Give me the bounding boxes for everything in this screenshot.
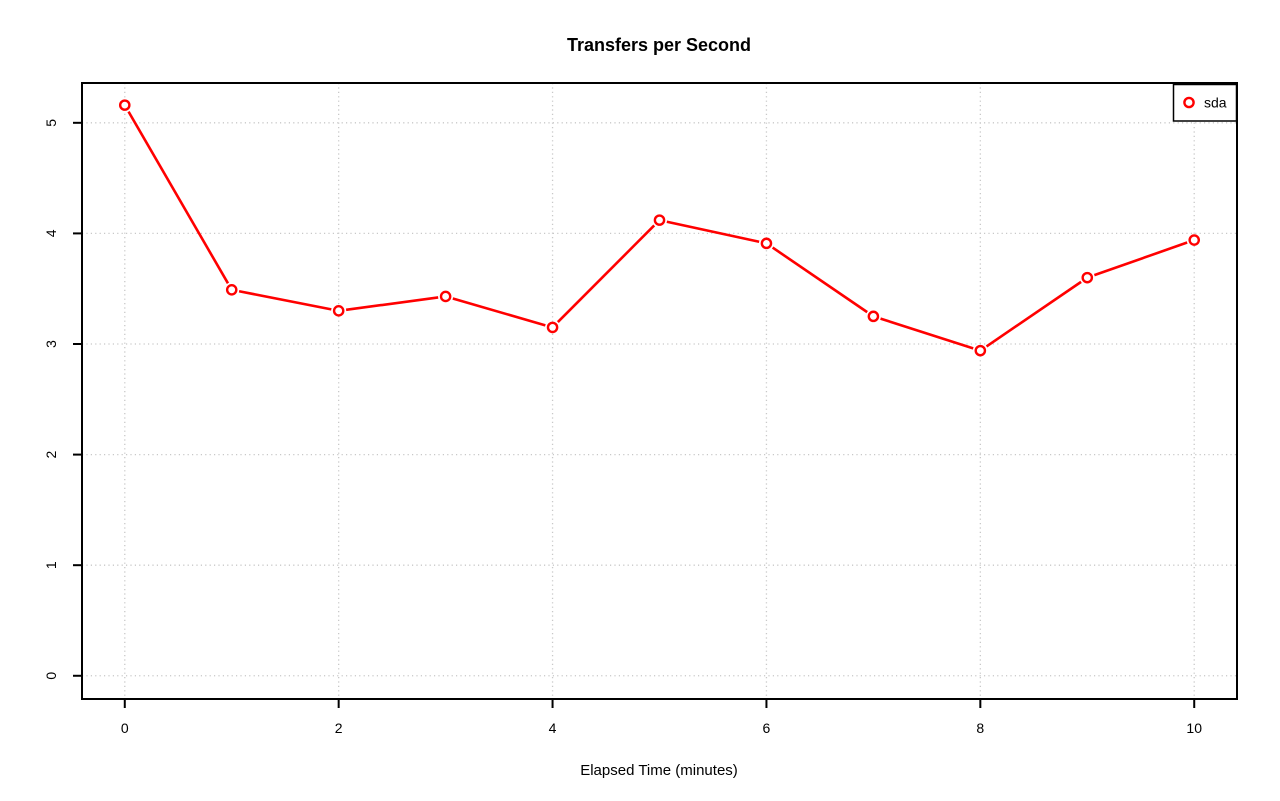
x-axis-tick-label: 10 bbox=[1186, 720, 1202, 736]
legend-marker-icon bbox=[1183, 96, 1195, 109]
data-point-marker bbox=[225, 284, 238, 296]
chart-title: Transfers per Second bbox=[567, 35, 751, 55]
data-point-marker bbox=[1081, 271, 1094, 284]
data-point-marker bbox=[332, 305, 345, 317]
axis-layer: 0 2 4 6 8 10 0 1 2 3 4 5 bbox=[43, 82, 1238, 736]
x-axis-tick-label: 2 bbox=[335, 720, 343, 736]
y-axis-tick-label: 1 bbox=[43, 561, 59, 569]
data-point-marker bbox=[1188, 234, 1201, 246]
series-line-segment bbox=[127, 110, 230, 284]
plot-border bbox=[81, 82, 1238, 700]
series-line-segment bbox=[556, 224, 656, 324]
x-axis-tick-label: 6 bbox=[763, 720, 771, 736]
y-axis-tick-label: 5 bbox=[43, 119, 59, 127]
series-line-segment bbox=[452, 297, 546, 327]
x-axis-tick-label: 0 bbox=[121, 720, 129, 736]
legend: sda bbox=[1172, 83, 1238, 122]
y-axis-tick-label: 0 bbox=[43, 672, 59, 680]
y-axis-tick-label: 4 bbox=[43, 229, 59, 237]
data-point-marker bbox=[653, 214, 666, 226]
y-axis-tick-label: 2 bbox=[43, 450, 59, 458]
x-axis-title: Elapsed Time (minutes) bbox=[580, 762, 738, 779]
x-axis-tick-label: 4 bbox=[549, 720, 557, 736]
series-layer bbox=[118, 99, 1201, 357]
x-axis-tick-label: 8 bbox=[976, 720, 984, 736]
series-line-segment bbox=[238, 289, 332, 311]
series-line-segment bbox=[985, 280, 1082, 348]
series-line-segment bbox=[345, 296, 439, 312]
data-point-marker bbox=[439, 290, 452, 303]
series-line-segment bbox=[1093, 241, 1188, 277]
series-line-segment bbox=[666, 220, 760, 244]
data-point-marker bbox=[546, 321, 559, 334]
series-line-segment bbox=[880, 317, 974, 350]
series-line-segment bbox=[771, 246, 868, 314]
data-point-marker bbox=[118, 99, 131, 111]
legend-entry-label: sda bbox=[1204, 95, 1227, 111]
y-axis-tick-label: 3 bbox=[43, 340, 59, 348]
data-point-marker bbox=[760, 237, 773, 250]
data-point-marker bbox=[974, 344, 987, 357]
grid-layer bbox=[82, 83, 1237, 699]
data-point-marker bbox=[867, 310, 880, 323]
